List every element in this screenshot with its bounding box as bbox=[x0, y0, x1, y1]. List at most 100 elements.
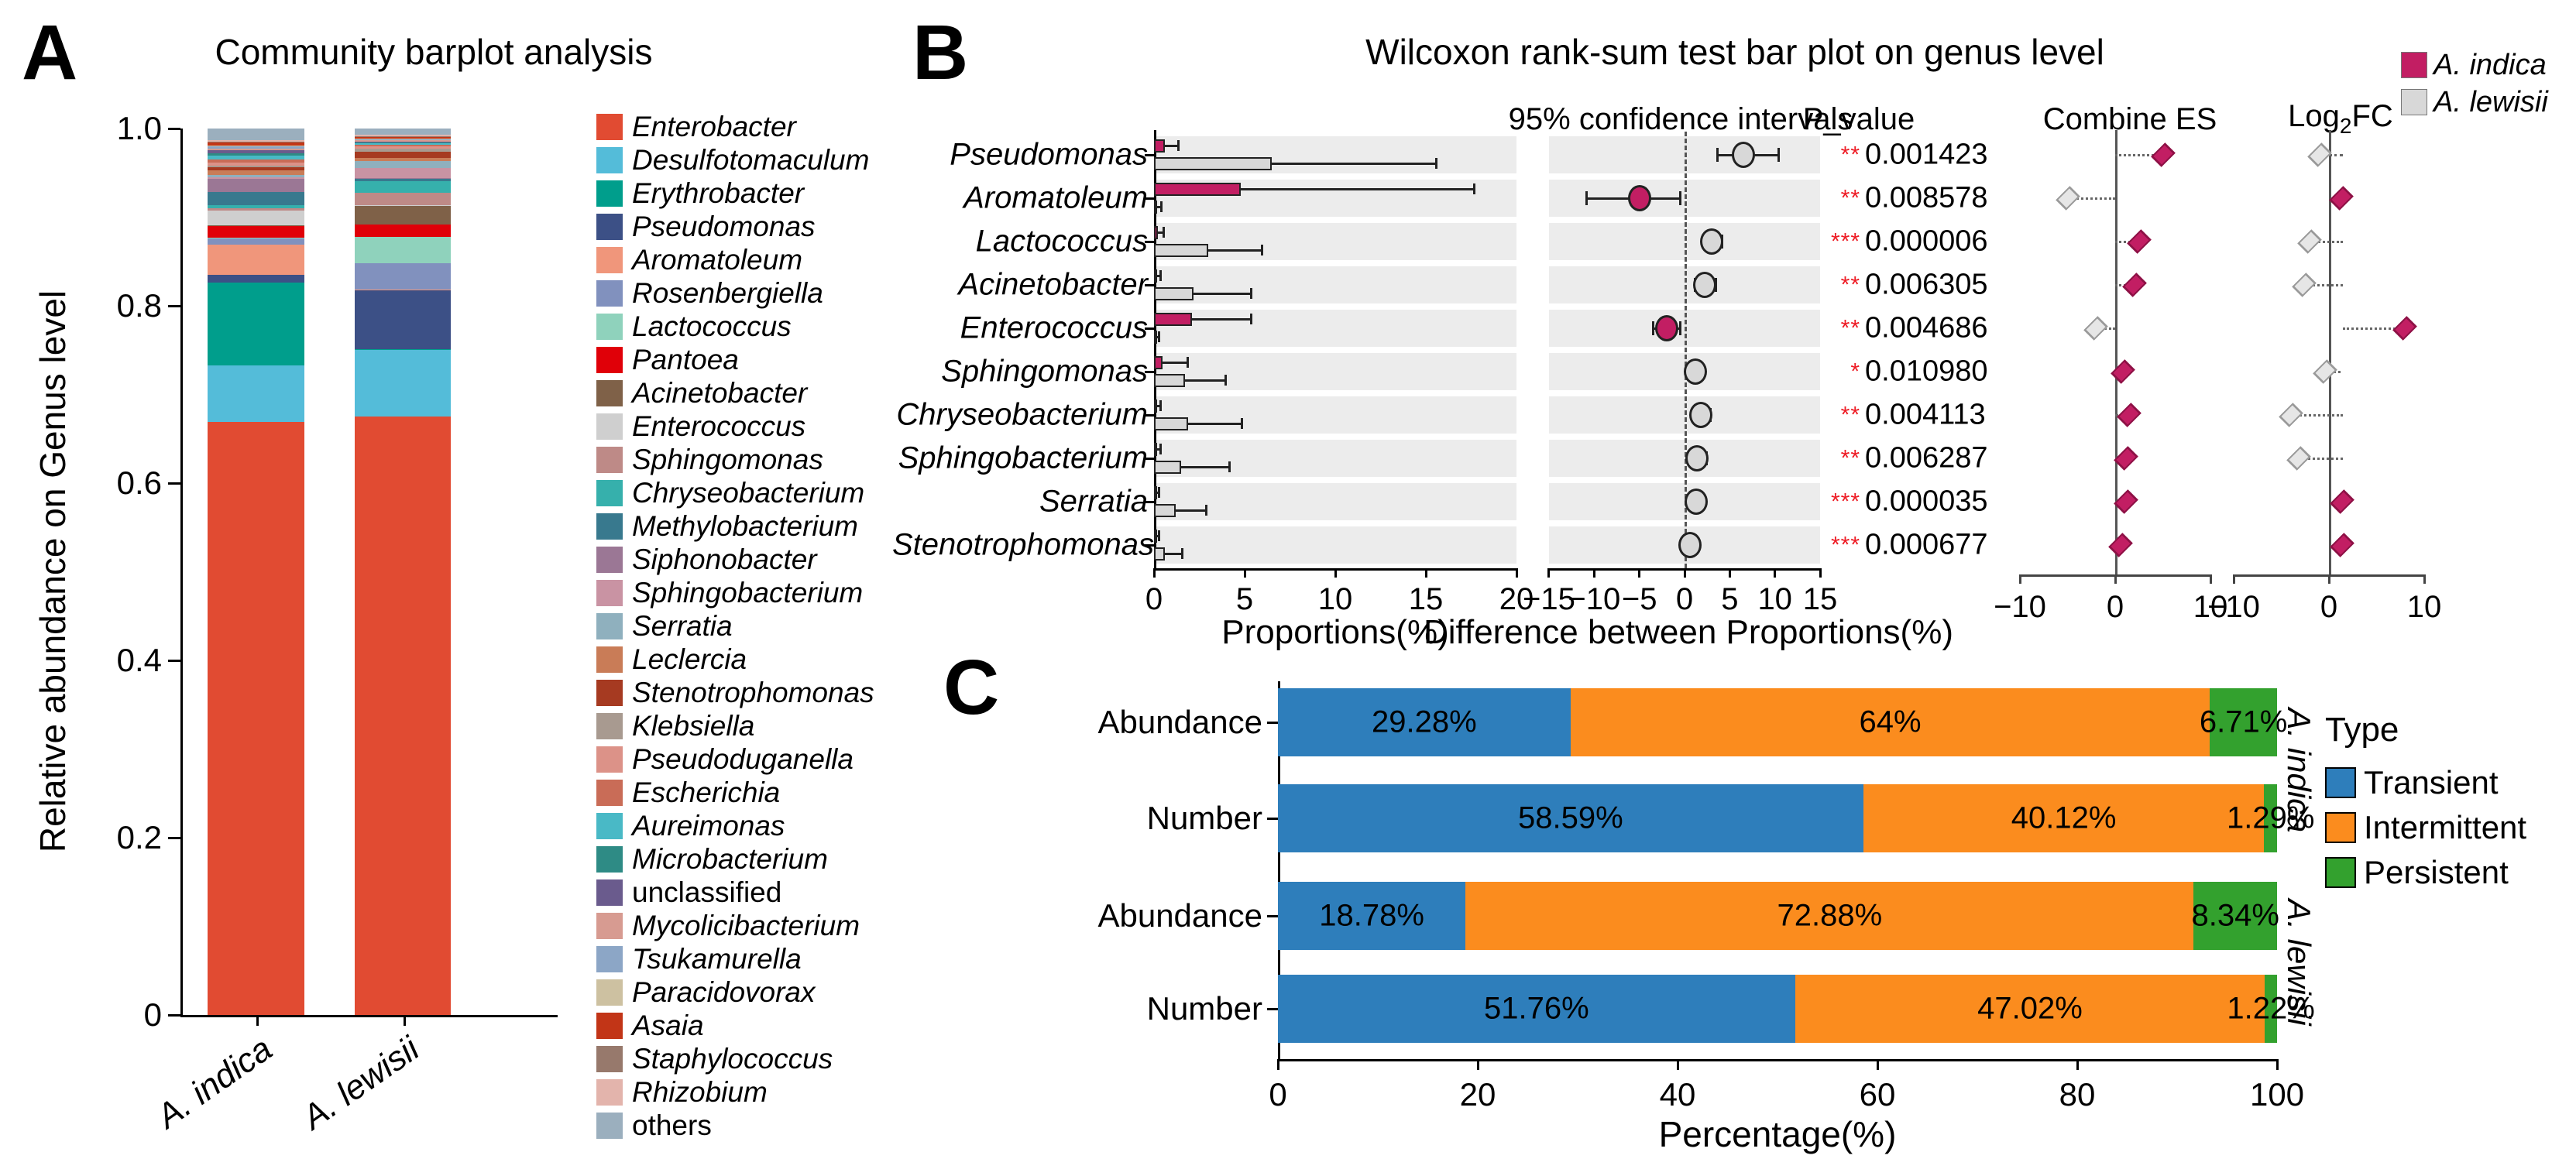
proportion-whisker-lewisii bbox=[1156, 206, 1161, 208]
panel-c-letter: C bbox=[943, 644, 1000, 731]
panel-c-legend-swatch-icon bbox=[2325, 857, 2356, 888]
panel-a-ytick-label: 0.4 bbox=[116, 642, 162, 678]
pvalue-number: 0.008578 bbox=[1865, 181, 1988, 214]
proportions-xtick-label: 15 bbox=[1408, 582, 1444, 616]
panel-b-legend: A. indica A. lewisii bbox=[2401, 46, 2548, 121]
panel-b-legend-item: A. lewisii bbox=[2401, 84, 2548, 121]
c-bar-segment-Intermittent bbox=[1863, 784, 2265, 852]
proportion-whisker-indica bbox=[1156, 535, 1158, 537]
proportion-whisker-lewisii bbox=[1272, 163, 1435, 165]
panel-c-xtick-label: 100 bbox=[2249, 1076, 2305, 1113]
stacked-bar-segment-others bbox=[208, 129, 304, 140]
c-segment-label: 51.76% bbox=[1484, 991, 1589, 1026]
pvalue-stars: ** bbox=[1840, 142, 1860, 167]
fc-diamond-indica bbox=[2329, 186, 2354, 211]
c-segment-label: 64% bbox=[1859, 705, 1922, 739]
legend-swatch-icon bbox=[596, 679, 623, 706]
ci-cap-high bbox=[1679, 321, 1682, 335]
stacked-bar-segment-Rosenbergiella bbox=[355, 263, 451, 290]
proportion-bar-indica bbox=[1154, 226, 1158, 239]
c-segment-label: 72.88% bbox=[1777, 898, 1883, 933]
legend-item-Acinetobacter: Acinetobacter bbox=[596, 376, 874, 410]
panel-a-xtick-mark bbox=[256, 1015, 259, 1026]
panel-a-ytick-label: 0.2 bbox=[116, 819, 162, 855]
legend-swatch-icon bbox=[596, 945, 623, 972]
proportions-xtick-label: 20 bbox=[1499, 582, 1534, 616]
difference-xtick-mark bbox=[1728, 568, 1731, 578]
legend-swatch-icon bbox=[596, 146, 623, 173]
pvalue-row: ** 0.004686 bbox=[1820, 312, 1988, 345]
stacked-bar-segment-Enterococcus bbox=[208, 210, 304, 226]
legend-swatch-icon bbox=[596, 346, 623, 373]
difference-xtick-label: −5 bbox=[1621, 582, 1657, 616]
genus-label-Aromatoleum: Aromatoleum bbox=[963, 180, 1148, 215]
proportion-whisker-cap-indica bbox=[1159, 400, 1163, 411]
proportion-bar-indica bbox=[1154, 399, 1157, 413]
proportion-whisker-lewisii bbox=[1194, 293, 1250, 295]
panel-c-ytick-mark bbox=[1267, 721, 1278, 724]
panel-c-ytick-mark bbox=[1267, 914, 1278, 917]
row-stripe-difference bbox=[1548, 440, 1821, 477]
legend-swatch-icon bbox=[596, 1078, 623, 1106]
combine-es-xtick-mark bbox=[2114, 574, 2117, 584]
fc-diamond-indica bbox=[2330, 489, 2355, 514]
stacked-bar-segment-Aureimonas bbox=[208, 156, 304, 159]
genus-label-Acinetobacter: Acinetobacter bbox=[958, 267, 1148, 302]
pvalue-stars: ** bbox=[1840, 315, 1860, 341]
panel-c-legend-swatch-icon bbox=[2325, 812, 2356, 843]
stacked-bar-segment-Lactococcus bbox=[355, 237, 451, 264]
stacked-bar-segment-Pseudoduganella bbox=[208, 163, 304, 166]
proportion-whisker-indica bbox=[1156, 405, 1159, 407]
legend-item-label: Staphylococcus bbox=[632, 1042, 833, 1075]
proportion-whisker-lewisii bbox=[1165, 553, 1182, 555]
legend-item-label: unclassified bbox=[632, 876, 782, 908]
stacked-bar-segment-Aromatoleum bbox=[208, 245, 304, 276]
proportion-whisker-cap-indica bbox=[1250, 314, 1253, 324]
stacked-bar-segment-Stenotrophomonas bbox=[208, 167, 304, 170]
c-segment-label: 1.22% bbox=[2227, 991, 2315, 1026]
legend-swatch-icon bbox=[596, 113, 623, 140]
stacked-bar-segment-Escherichia bbox=[208, 159, 304, 163]
panel-c-xtick-mark bbox=[1676, 1059, 1679, 1070]
fc-dotted-line bbox=[2290, 413, 2344, 417]
es-diamond-indica bbox=[2121, 273, 2147, 297]
log2fc-xtick-mark bbox=[2327, 574, 2330, 584]
legend-item-Desulfotomaculum: Desulfotomaculum bbox=[596, 143, 874, 177]
stacked-bar-segment-Aureimonas bbox=[355, 143, 451, 145]
pvalue-stars: ** bbox=[1840, 272, 1860, 297]
es-diamond-indica bbox=[2108, 533, 2134, 557]
c-bar-segment-Intermittent bbox=[1795, 975, 2265, 1043]
stacked-bar-segment-Rosenbergiella bbox=[208, 238, 304, 245]
stacked-bar-segment-Methylobacterium bbox=[208, 192, 304, 206]
panel-b-subtitle: 95% confidence intervals bbox=[1508, 102, 1853, 136]
proportion-bar-lewisii bbox=[1154, 417, 1189, 430]
legend-item-label: Siphonobacter bbox=[632, 543, 817, 575]
legend-swatch-icon bbox=[596, 213, 623, 240]
stacked-bar-segment-Desulfotomaculum bbox=[208, 365, 304, 423]
legend-swatch-icon bbox=[596, 646, 623, 673]
legend-item-unclassified: unclassified bbox=[596, 876, 874, 909]
panel-c-xtick-mark bbox=[1476, 1059, 1479, 1070]
proportion-whisker-cap-lewisii bbox=[1160, 201, 1163, 212]
proportion-bar-lewisii bbox=[1154, 201, 1157, 214]
log2fc-pre: Log bbox=[2288, 99, 2340, 133]
legend-item-Staphylococcus: Staphylococcus bbox=[596, 1042, 874, 1075]
fc-dotted-line bbox=[2304, 283, 2344, 286]
legend-swatch-icon bbox=[596, 246, 623, 273]
stacked-bar-segment-Mycolicibacterium bbox=[208, 149, 304, 151]
legend-item-label: Sphingomonas bbox=[632, 443, 823, 475]
legend-item-label: Desulfotomaculum bbox=[632, 143, 870, 176]
proportion-bar-lewisii bbox=[1154, 244, 1209, 257]
proportion-whisker-indica bbox=[1241, 188, 1473, 190]
legend-swatch-icon bbox=[596, 546, 623, 573]
stacked-bar-segment-Rhizobium bbox=[208, 139, 304, 142]
proportion-bar-lewisii bbox=[1154, 547, 1166, 561]
legend-item-Sphingobacterium: Sphingobacterium bbox=[596, 576, 874, 609]
panel-c-xtick-label: 80 bbox=[2059, 1076, 2096, 1113]
ci-cap-low bbox=[1585, 191, 1588, 205]
es-dotted-line bbox=[2115, 240, 2139, 243]
panel-a-ytick-mark bbox=[168, 304, 180, 307]
legend-item-Erythrobacter: Erythrobacter bbox=[596, 177, 874, 210]
log2fc-xtick-mark bbox=[2232, 574, 2235, 584]
genus-tick-mark bbox=[1145, 413, 1154, 417]
